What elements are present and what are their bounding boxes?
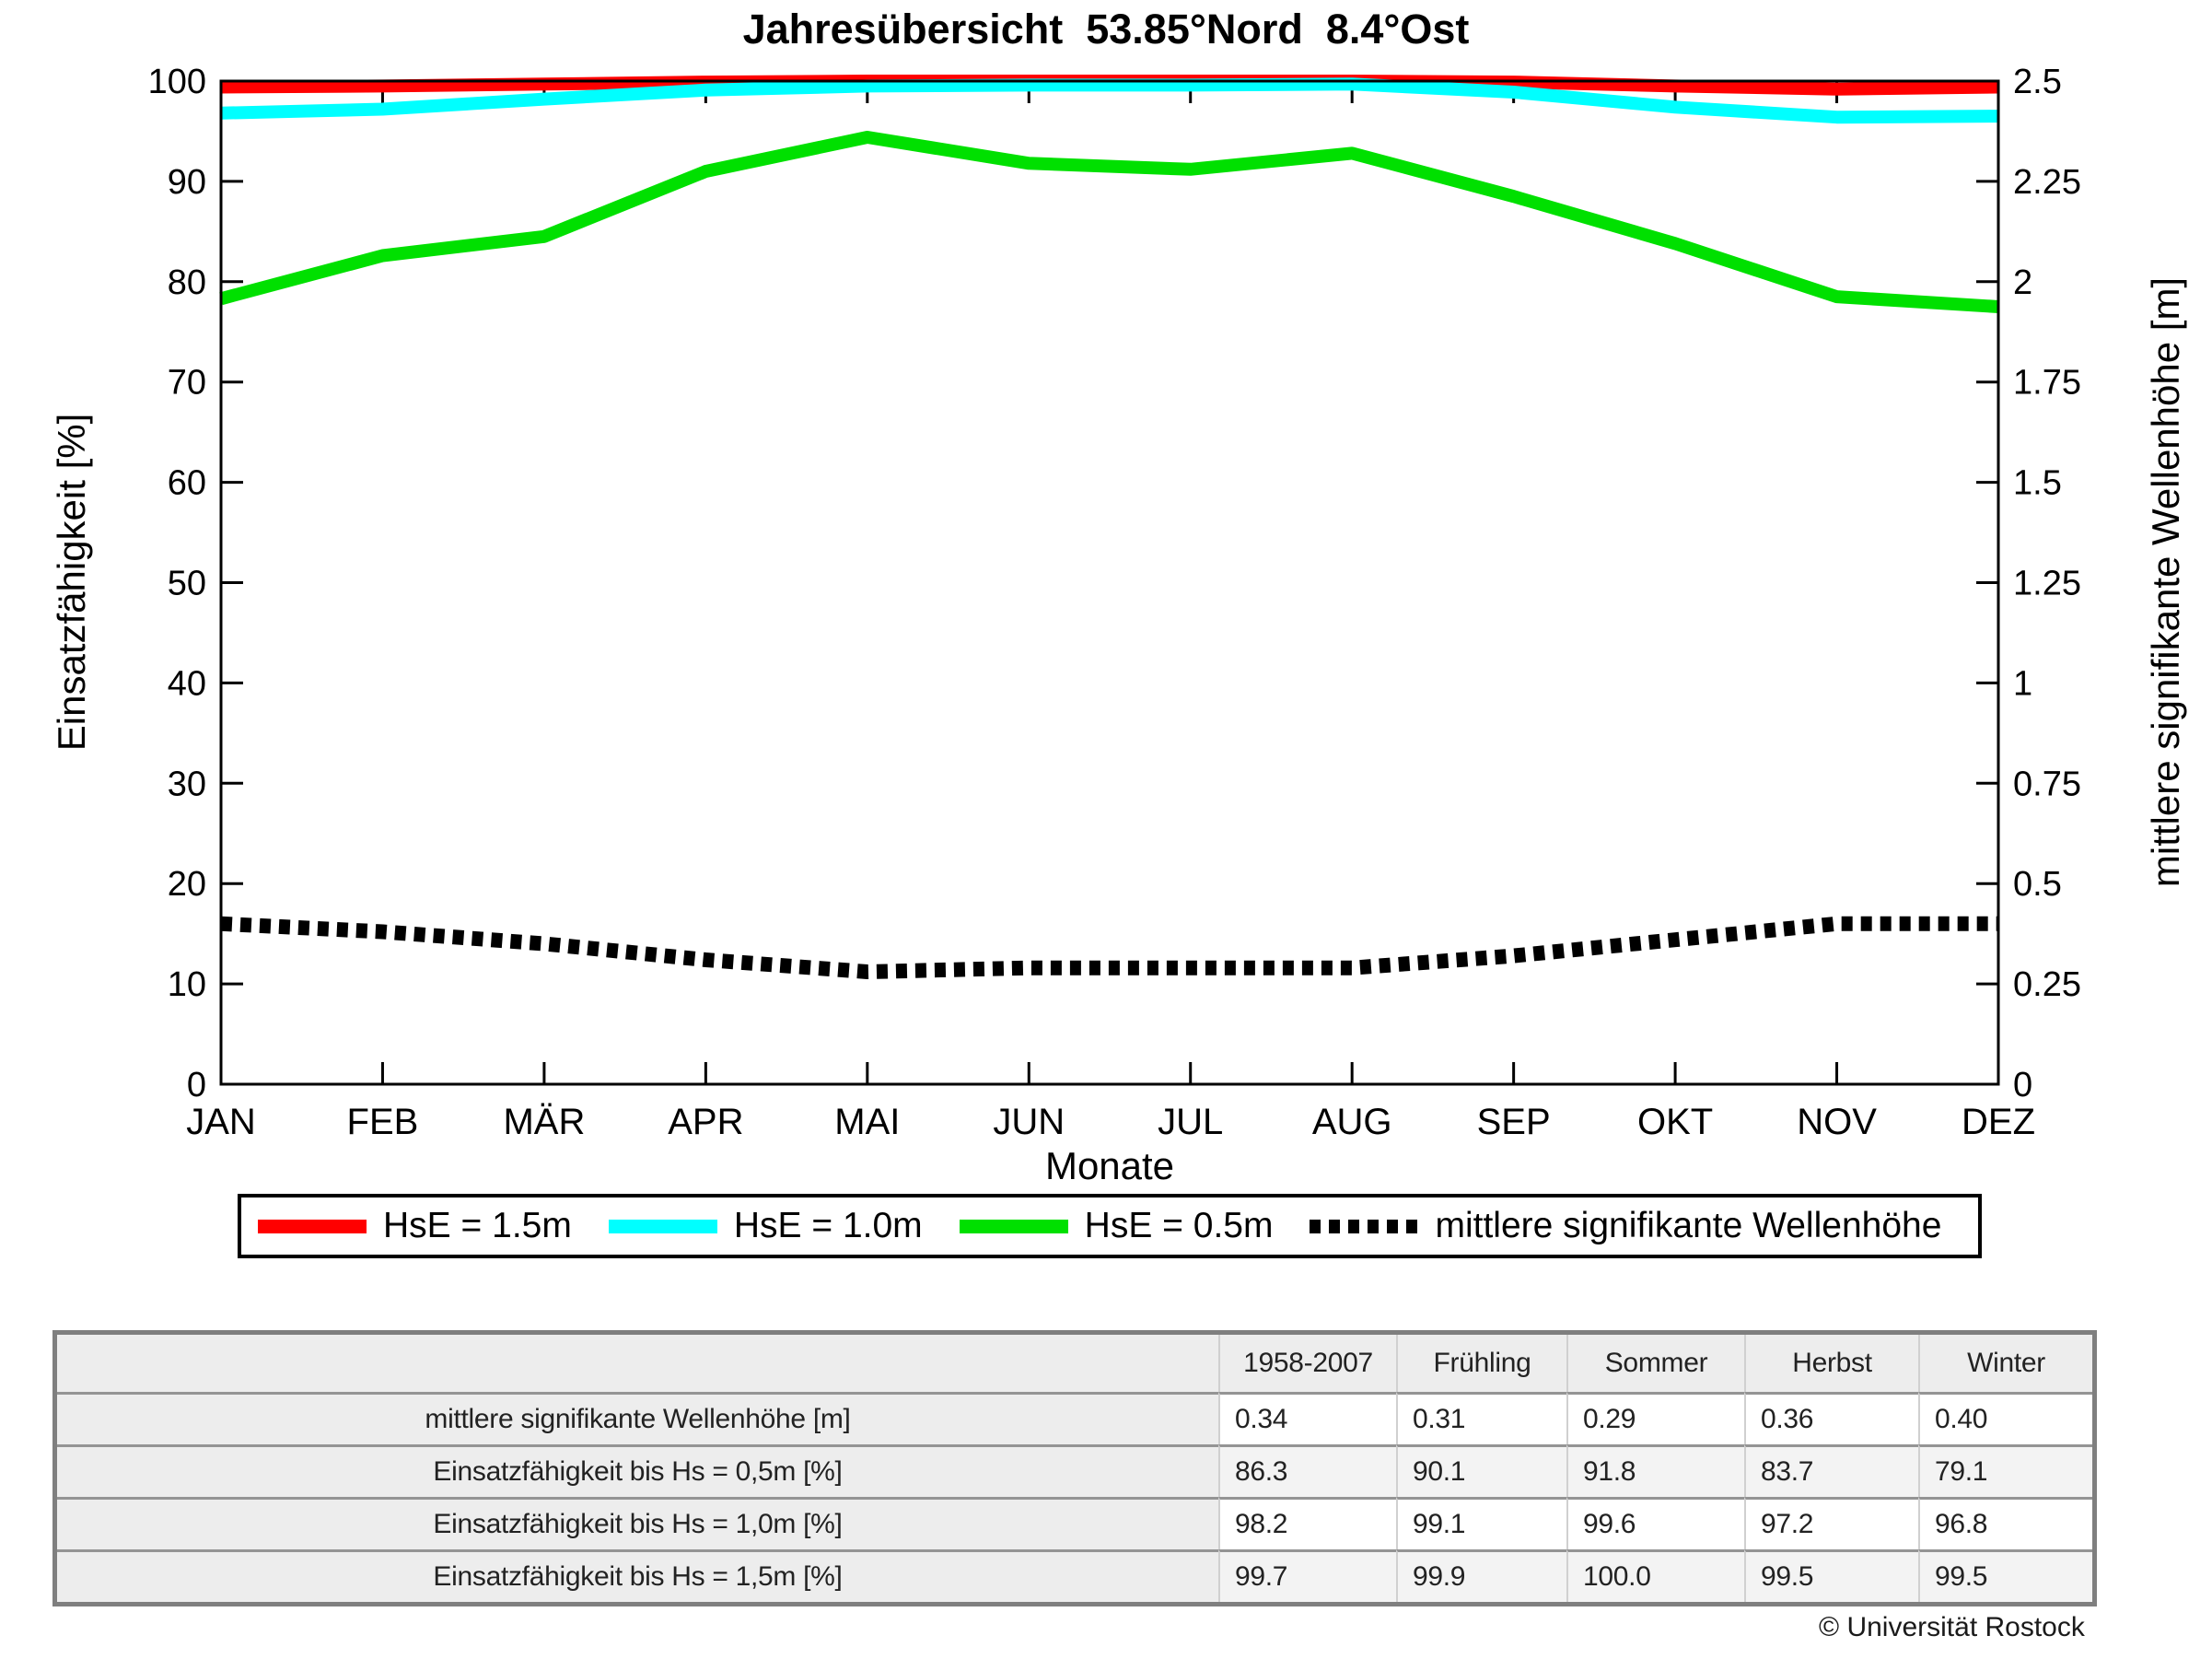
legend-label: mittlere signifikante Wellenhöhe (1435, 1206, 1942, 1245)
table-row-label: Einsatzfähigkeit bis Hs = 1,0m [%] (57, 1497, 1218, 1549)
series-line-2 (219, 131, 1999, 313)
legend-label: HsE = 1.0m (733, 1206, 923, 1245)
x-axis-tick-label: SEP (1477, 1102, 1551, 1142)
right-axis-tick-label: 1.25 (2013, 565, 2081, 603)
x-axis-tick-label: APR (668, 1102, 743, 1142)
table-cell: 97.2 (1744, 1497, 1918, 1549)
table-cell: 90.1 (1396, 1444, 1566, 1497)
series-line-1 (220, 77, 1999, 124)
x-axis-tick-label: JUL (1158, 1102, 1223, 1142)
left-axis-tick-label: 40 (168, 664, 206, 703)
left-axis-tick-label: 0 (187, 1066, 206, 1104)
x-axis-tick-label: JAN (186, 1102, 256, 1142)
x-axis-tick-label: AUG (1312, 1102, 1392, 1142)
table-cell: 0.34 (1218, 1392, 1396, 1444)
left-axis-label: Einsatzfähigkeit [%] (50, 413, 93, 752)
right-axis-tick-label: 0.75 (2013, 765, 2081, 803)
right-axis-tick-label: 0.25 (2013, 965, 2081, 1004)
table-cell: 99.5 (1744, 1549, 1918, 1602)
table-cell: 86.3 (1218, 1444, 1396, 1497)
legend-label: HsE = 1.5m (383, 1206, 572, 1245)
table-column-header: Herbst (1744, 1335, 1918, 1392)
x-axis-tick-label: JUN (993, 1102, 1065, 1142)
legend: HsE = 1.5m HsE = 1.0m HsE = 0.5m mittler… (238, 1194, 1982, 1258)
legend-swatch-red-line (258, 1219, 367, 1233)
right-axis-tick-label: 0 (2013, 1066, 2032, 1104)
table-cell: 0.36 (1744, 1392, 1918, 1444)
left-axis-tick-label: 60 (168, 464, 206, 503)
right-axis-tick-label: 1.5 (2013, 464, 2062, 503)
table-corner-cell (57, 1335, 1218, 1392)
left-axis-tick-label: 50 (168, 565, 206, 603)
x-axis-tick-label: FEB (347, 1102, 419, 1142)
table-cell: 99.5 (1918, 1549, 2092, 1602)
left-axis-tick-label: 90 (168, 163, 206, 202)
chart-title: Jahresübersicht 53.85°Nord 8.4°Ost (742, 6, 1470, 53)
table-row-label: Einsatzfähigkeit bis Hs = 0,5m [%] (57, 1444, 1218, 1497)
left-axis-tick-label: 70 (168, 364, 206, 403)
table-cell: 0.29 (1566, 1392, 1744, 1444)
table-column-header: Frühling (1396, 1335, 1566, 1392)
x-axis-label: Monate (1044, 1144, 1175, 1187)
table-cell: 0.31 (1396, 1392, 1566, 1444)
table-column-header: Winter (1918, 1335, 2092, 1392)
legend-item-hse-1-5m: HsE = 1.5m (258, 1206, 572, 1246)
legend-swatch-green-line (959, 1219, 1068, 1233)
table-column-header: Sommer (1566, 1335, 1744, 1392)
legend-item-hse-0-5m: HsE = 0.5m (959, 1206, 1274, 1246)
table-column-header: 1958-2007 (1218, 1335, 1396, 1392)
copyright-notice: © Universität Rostock (1819, 1612, 2085, 1642)
table-cell: 98.2 (1218, 1497, 1396, 1549)
x-axis-tick-label: MAI (834, 1102, 900, 1142)
table-cell: 99.7 (1218, 1549, 1396, 1602)
x-axis-tick-label: DEZ (1962, 1102, 2035, 1142)
table-cell: 99.9 (1396, 1549, 1566, 1602)
legend-swatch-cyan-line (608, 1219, 717, 1233)
table-cell: 96.8 (1918, 1497, 2092, 1549)
table-cell: 99.1 (1396, 1497, 1566, 1549)
x-axis-tick-label: MÄR (503, 1102, 585, 1142)
legend-item-wave-height: mittlere signifikante Wellenhöhe (1310, 1206, 1941, 1246)
right-axis-label: mittlere signifikante Wellenhöhe [m] (2144, 276, 2187, 888)
table-row-label: mittlere signifikante Wellenhöhe [m] (57, 1392, 1218, 1444)
left-axis-tick-label: 20 (168, 865, 206, 904)
left-axis-tick-label: 100 (148, 63, 206, 101)
right-axis-tick-label: 2 (2013, 263, 2032, 302)
right-axis-tick-label: 2.5 (2013, 63, 2062, 101)
legend-swatch-dotted-line (1310, 1219, 1419, 1233)
legend-label: HsE = 0.5m (1084, 1206, 1274, 1245)
plot-frame (219, 79, 2000, 1086)
right-axis-tick-label: 0.5 (2013, 865, 2062, 904)
season-statistics-table: 1958-2007 Frühling Sommer Herbst Winter … (52, 1330, 2097, 1606)
x-axis-tick-label: NOV (1797, 1102, 1877, 1142)
table-cell: 83.7 (1744, 1444, 1918, 1497)
right-axis-tick-label: 1 (2013, 664, 2032, 703)
left-axis-tick-label: 80 (168, 263, 206, 302)
right-axis-tick-label: 2.25 (2013, 163, 2081, 202)
legend-item-hse-1-0m: HsE = 1.0m (608, 1206, 923, 1246)
chart-canvas: 0 10 20 30 40 50 60 70 80 90 100 0 0.25 0.5 0.75 1 1.25 1… (148, 63, 2081, 1142)
series-line-3 (220, 916, 1998, 979)
table-cell: 100.0 (1566, 1549, 1744, 1602)
right-axis-tick-label: 1.75 (2013, 364, 2081, 403)
left-axis-tick-label: 30 (168, 765, 206, 803)
table-row-label: Einsatzfähigkeit bis Hs = 1,5m [%] (57, 1549, 1218, 1602)
table-cell: 91.8 (1566, 1444, 1744, 1497)
table-cell: 79.1 (1918, 1444, 2092, 1497)
left-axis-tick-label: 10 (168, 965, 206, 1004)
table-cell: 99.6 (1566, 1497, 1744, 1549)
table-cell: 0.40 (1918, 1392, 2092, 1444)
x-axis-tick-label: OKT (1637, 1102, 1713, 1142)
